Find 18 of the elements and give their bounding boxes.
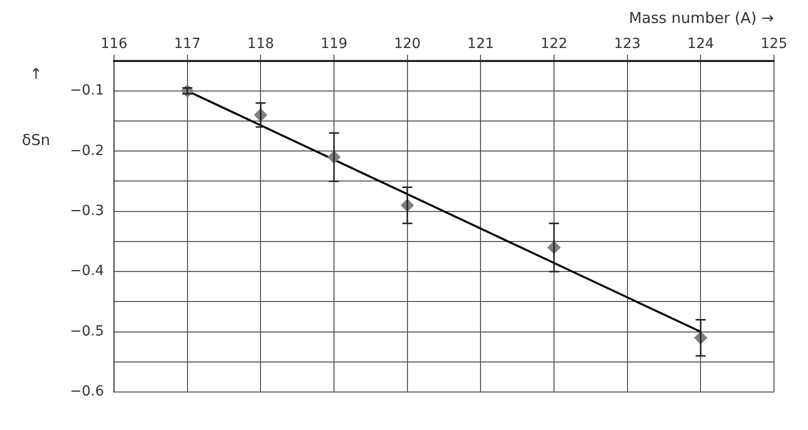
x-tick-label: 125: [760, 36, 788, 52]
x-tick-label: 119: [320, 36, 348, 52]
x-tick-label: 122: [540, 36, 568, 52]
text: ↑ δSn: [22, 64, 50, 149]
y-tick-label: −0.2: [70, 142, 104, 159]
y-tick-label: −0.6: [70, 384, 104, 400]
y-tick-label: −0.5: [70, 323, 104, 340]
x-tick-label: 116: [100, 36, 128, 52]
y-tick-label: −0.4: [70, 263, 104, 280]
y-tick-label: −0.3: [70, 202, 104, 219]
x-tick-label: 123: [614, 36, 641, 52]
y-tick-label: −0.1: [70, 82, 104, 99]
x-tick-label: 117: [174, 36, 201, 52]
x-tick-label: 124: [687, 36, 714, 52]
x-tick-label: 121: [467, 36, 494, 52]
x-axis-title: Mass number (A) →: [628, 8, 774, 27]
x-tick-label: 118: [247, 36, 274, 52]
x-tick-label: 120: [394, 36, 421, 52]
